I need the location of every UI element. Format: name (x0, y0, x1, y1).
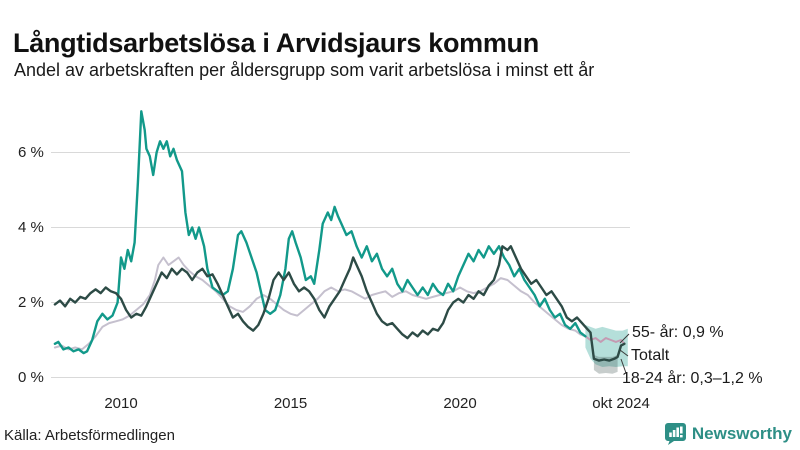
chart-subtitle: Andel av arbetskraften per åldersgrupp s… (14, 60, 595, 80)
page-title: Långtidsarbetslösa i Arvidsjaurs kommun (13, 28, 539, 59)
y-tick-label: 6 % (18, 143, 44, 161)
newsworthy-brand-label: Newsworthy (691, 424, 792, 443)
y-tick-label: 2 % (18, 293, 44, 311)
series-line-55-r (53, 256, 587, 351)
y-tick-label: 4 % (18, 218, 44, 236)
series-line-18-24-r (53, 110, 587, 355)
y-tick-label: 0 % (18, 368, 44, 386)
x-tick-label: 2010 (104, 395, 138, 412)
annotation-leader-1 (619, 349, 629, 357)
x-tick-label: 2015 (273, 395, 308, 412)
x-tick-label: okt 2024 (592, 395, 650, 412)
x-tick-label: 2020 (443, 395, 477, 412)
annotation-leader-0 (619, 333, 630, 344)
source-credit: Källa: Arbetsförmedlingen (4, 427, 175, 444)
annotation-18-24: 18-24 år: 0,3–1,2 % (622, 370, 763, 387)
annotation-total: Totalt (631, 347, 670, 364)
annotation-leader-2 (620, 358, 627, 374)
newsworthy-logo-icon (664, 423, 686, 445)
newsworthy-brand-link[interactable]: Newsworthy (664, 422, 792, 446)
annotation-55-plus: 55- år: 0,9 % (632, 324, 724, 341)
series-line-totalt (53, 245, 626, 362)
